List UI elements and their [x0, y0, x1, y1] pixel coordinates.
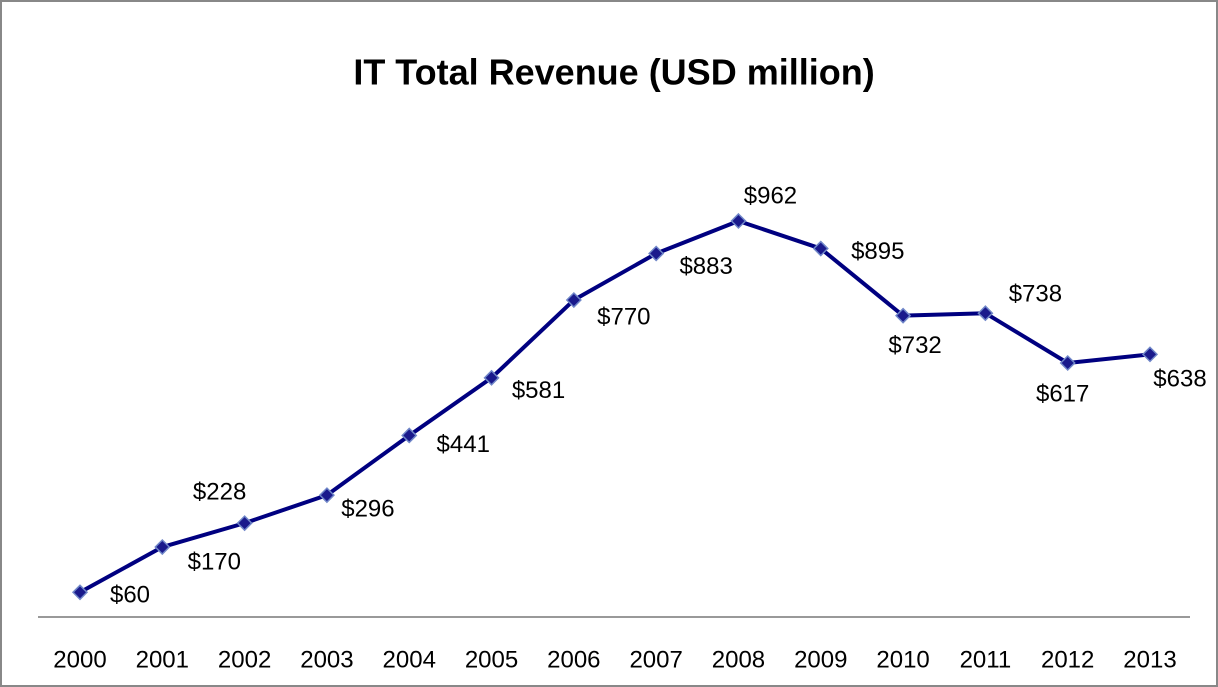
data-label: $441 — [437, 431, 490, 458]
x-tick-label: 2012 — [1041, 646, 1094, 673]
marker — [648, 245, 665, 262]
marker — [483, 369, 500, 386]
x-tick-label: 2010 — [876, 646, 929, 673]
marker — [401, 427, 418, 444]
data-label: $895 — [851, 238, 904, 265]
x-tick-label: 2007 — [629, 646, 682, 673]
x-tick-label: 2006 — [547, 646, 600, 673]
data-label: $170 — [188, 548, 241, 575]
marker — [977, 305, 994, 322]
x-tick-label: 2000 — [53, 646, 106, 673]
marker — [565, 291, 582, 309]
data-label: $296 — [341, 495, 394, 522]
x-tick-label: 2005 — [465, 646, 518, 673]
marker — [318, 487, 335, 504]
x-tick-label: 2008 — [712, 646, 765, 673]
data-label: $962 — [744, 182, 797, 209]
marker — [154, 538, 171, 556]
x-tick-label: 2011 — [960, 646, 1012, 673]
x-tick-label: 2003 — [300, 646, 353, 673]
marker — [1141, 346, 1159, 363]
data-label: $228 — [193, 478, 246, 505]
chart-title: IT Total Revenue (USD million) — [353, 52, 874, 93]
marker — [895, 307, 912, 324]
data-label: $883 — [679, 253, 732, 280]
marker — [71, 584, 89, 601]
marker — [812, 240, 829, 257]
marker — [1059, 354, 1076, 372]
x-tick-label: 2013 — [1123, 646, 1176, 673]
data-label: $60 — [110, 582, 150, 609]
data-label: $770 — [597, 303, 650, 330]
line — [79, 218, 1151, 595]
x-tick-label: 2009 — [794, 646, 847, 673]
marker — [730, 212, 747, 230]
x-tick-label: 2001 — [136, 646, 189, 673]
data-label: $638 — [1153, 366, 1206, 393]
data-label: $738 — [1009, 281, 1062, 308]
x-tick-label: 2002 — [218, 646, 271, 673]
x-tick-label: 2004 — [383, 646, 436, 673]
marker — [236, 515, 253, 532]
data-label: $732 — [888, 332, 941, 359]
data-label: $581 — [512, 377, 565, 404]
data-label: $617 — [1036, 380, 1089, 407]
